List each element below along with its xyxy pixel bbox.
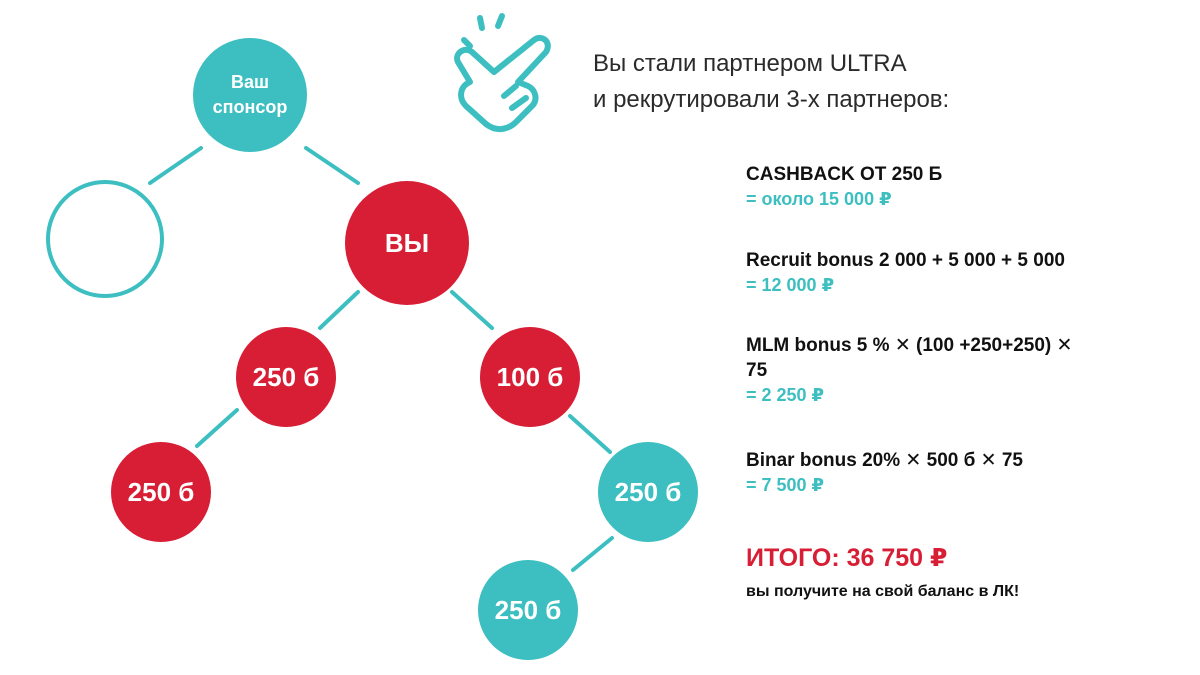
sponsor-node: Ваш спонсор <box>193 38 307 152</box>
right-great-grandchild-label: 250 б <box>494 594 562 625</box>
bonus-title-continued: 75 <box>746 360 768 381</box>
total-note: вы получите на свой баланс в ЛК! <box>746 583 1020 600</box>
left-child-label: 250 б <box>252 361 320 392</box>
connector-sponsor-empty <box>148 146 203 185</box>
bonus-title: Binar bonus 20% ✕ 500 б ✕ 75 <box>746 450 1023 471</box>
connector-right-grandchild <box>568 414 612 454</box>
bonus-value: = 7 500 ₽ <box>746 475 825 495</box>
bonus-binar: Binar bonus 20% ✕ 500 б ✕ 75 = 7 500 ₽ <box>746 448 1166 498</box>
right-great-grandchild-node: 250 б <box>478 560 578 660</box>
intro-line-1: Вы стали партнером ULTRA <box>593 50 907 77</box>
left-grandchild-label: 250 б <box>127 476 195 507</box>
bonus-cashback: CASHBACK ОТ 250 Б = около 15 000 ₽ <box>746 162 1166 212</box>
bonus-value: = 12 000 ₽ <box>746 275 835 295</box>
you-label: ВЫ <box>384 227 430 258</box>
bonus-title: CASHBACK ОТ 250 Б <box>746 164 943 185</box>
connector-you-left <box>318 290 360 330</box>
left-grandchild-node: 250 б <box>111 442 211 542</box>
right-child-label: 100 б <box>496 361 564 392</box>
connector-sponsor-you <box>304 146 360 185</box>
sponsor-label-line1: Ваш <box>230 72 269 92</box>
total-label: ИТОГО: 36 750 ₽ <box>746 544 948 572</box>
you-node: ВЫ <box>345 181 469 305</box>
right-grandchild-node: 250 б <box>598 442 698 542</box>
bonus-title: Recruit bonus 2 000 + 5 000 + 5 000 <box>746 250 1065 271</box>
right-grandchild-label: 250 б <box>614 476 682 507</box>
connector-left-grandchild <box>195 408 239 448</box>
right-child-node: 100 б <box>480 327 580 427</box>
bonus-title: MLM bonus 5 % ✕ (100 +250+250) ✕ <box>746 335 1073 356</box>
bonus-value: = около 15 000 ₽ <box>746 189 892 209</box>
connector-you-right <box>450 290 494 330</box>
tap-hand-icon <box>454 13 551 132</box>
intro-line-2: и рекрутировали 3-х партнеров: <box>593 86 950 113</box>
sponsor-label-line2: спонсор <box>212 97 288 117</box>
intro-text: Вы стали партнером ULTRA и рекрутировали… <box>593 46 949 118</box>
left-child-node: 250 б <box>236 327 336 427</box>
connector-right-greatgrandchild <box>571 536 614 572</box>
bonus-value: = 2 250 ₽ <box>746 385 825 405</box>
empty-slot-node <box>46 180 164 298</box>
bonus-mlm: MLM bonus 5 % ✕ (100 +250+250) ✕ 75 = 2 … <box>746 333 1166 408</box>
bonus-recruit: Recruit bonus 2 000 + 5 000 + 5 000 = 12… <box>746 248 1166 298</box>
